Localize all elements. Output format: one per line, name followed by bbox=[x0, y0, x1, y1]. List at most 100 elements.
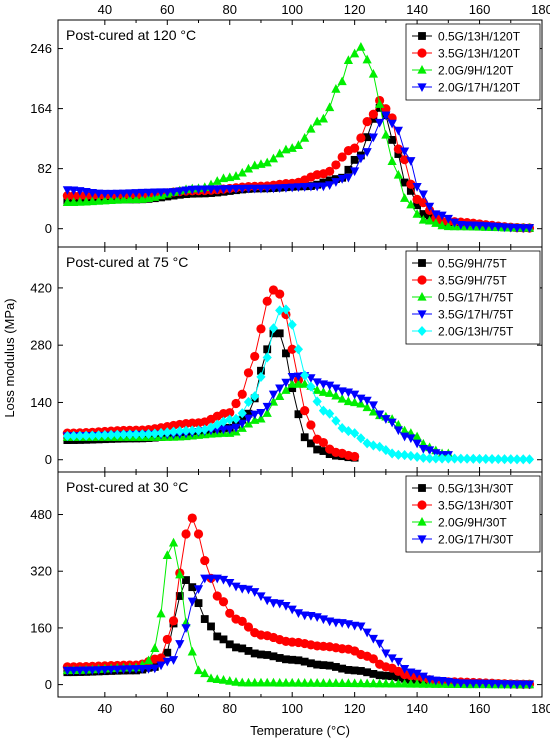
series-point bbox=[106, 195, 116, 204]
series-point bbox=[75, 187, 85, 196]
series-point bbox=[231, 171, 241, 180]
series-point bbox=[350, 666, 359, 675]
series-point bbox=[231, 184, 241, 194]
series-point bbox=[143, 428, 154, 440]
panel-title: Post-cured at 30 °C bbox=[66, 479, 188, 495]
legend-marker bbox=[417, 291, 427, 301]
plot-series bbox=[62, 42, 535, 690]
series-point bbox=[281, 677, 291, 687]
series-point bbox=[406, 678, 416, 688]
series-point bbox=[263, 651, 272, 659]
series-point bbox=[93, 430, 104, 441]
series-point bbox=[293, 677, 304, 687]
legend-marker bbox=[418, 484, 426, 492]
series-point bbox=[300, 182, 310, 192]
series-point bbox=[375, 410, 385, 420]
series-point bbox=[293, 183, 304, 193]
series-point bbox=[474, 679, 485, 689]
x-axis-title: Temperature (°C) bbox=[250, 723, 350, 738]
series-point bbox=[231, 413, 241, 424]
series-point bbox=[368, 440, 378, 451]
series-point bbox=[106, 665, 116, 675]
x-tick-label: 160 bbox=[469, 701, 491, 716]
series-point bbox=[300, 657, 309, 666]
series-point bbox=[268, 184, 279, 194]
series-point bbox=[237, 167, 247, 177]
series-point bbox=[387, 119, 397, 129]
series-point bbox=[368, 654, 378, 664]
series-point bbox=[343, 678, 353, 688]
series-point bbox=[187, 185, 197, 195]
series-point bbox=[356, 133, 366, 143]
series-point bbox=[350, 678, 360, 688]
series-point bbox=[449, 218, 460, 228]
series-point bbox=[462, 221, 472, 231]
series-point bbox=[188, 583, 197, 592]
series-point bbox=[337, 393, 347, 403]
series-point bbox=[69, 197, 79, 206]
series-point bbox=[250, 410, 260, 420]
series-point bbox=[281, 601, 291, 611]
series-point bbox=[250, 649, 259, 658]
series-point bbox=[262, 157, 272, 167]
series-point bbox=[250, 351, 260, 362]
series-point bbox=[356, 667, 365, 675]
series-point bbox=[356, 154, 366, 164]
series-point bbox=[175, 569, 185, 579]
series-point bbox=[243, 414, 254, 424]
series-point bbox=[81, 430, 91, 441]
legend-label: 0.5G/13H/30T bbox=[438, 481, 514, 495]
x-tick-label-top: 100 bbox=[281, 2, 303, 17]
series-point bbox=[231, 582, 241, 592]
series-point bbox=[400, 178, 409, 187]
series-point bbox=[212, 176, 222, 185]
series-point bbox=[237, 419, 247, 429]
series-point bbox=[125, 665, 135, 674]
series-point bbox=[207, 622, 215, 631]
legend-label: 0.5G/13H/120T bbox=[438, 29, 521, 43]
y-tick-label: 140 bbox=[30, 395, 52, 410]
series-point bbox=[250, 677, 260, 687]
series-point bbox=[331, 390, 341, 400]
series-point bbox=[106, 189, 116, 199]
series-point bbox=[325, 678, 335, 687]
series-point bbox=[175, 592, 184, 600]
series-point bbox=[212, 591, 222, 601]
legend-label: 3.5G/17H/75T bbox=[438, 307, 514, 321]
y-tick-label: 420 bbox=[30, 280, 52, 295]
series-point bbox=[331, 178, 341, 187]
series-point bbox=[362, 148, 372, 157]
series-point bbox=[375, 671, 384, 680]
series-point bbox=[125, 429, 135, 440]
series-point bbox=[288, 384, 297, 393]
series-point bbox=[368, 634, 378, 644]
series-point bbox=[300, 132, 310, 142]
series-point bbox=[406, 186, 415, 195]
series-point bbox=[356, 42, 366, 51]
series-point bbox=[143, 655, 154, 665]
series-point bbox=[281, 309, 291, 320]
series-point bbox=[69, 186, 79, 196]
series-point bbox=[325, 388, 335, 397]
series-point bbox=[137, 429, 147, 440]
series-point bbox=[393, 126, 403, 136]
series-point bbox=[163, 648, 172, 657]
series-point bbox=[256, 413, 266, 423]
x-tick-label: 120 bbox=[344, 701, 366, 716]
series-point bbox=[381, 111, 391, 121]
series-point bbox=[263, 345, 272, 354]
series-point bbox=[400, 147, 410, 157]
series-point bbox=[368, 109, 378, 119]
series-point bbox=[437, 453, 447, 464]
series-point bbox=[400, 450, 410, 461]
series-point bbox=[256, 371, 266, 382]
series-point bbox=[344, 666, 353, 674]
series-point bbox=[400, 678, 410, 688]
series-point bbox=[462, 453, 472, 464]
x-tick-label-top: 120 bbox=[344, 2, 366, 17]
series-point bbox=[319, 661, 328, 670]
series-point bbox=[350, 397, 360, 407]
series-point bbox=[93, 666, 104, 675]
series-point bbox=[293, 344, 304, 355]
series-point bbox=[293, 378, 304, 388]
